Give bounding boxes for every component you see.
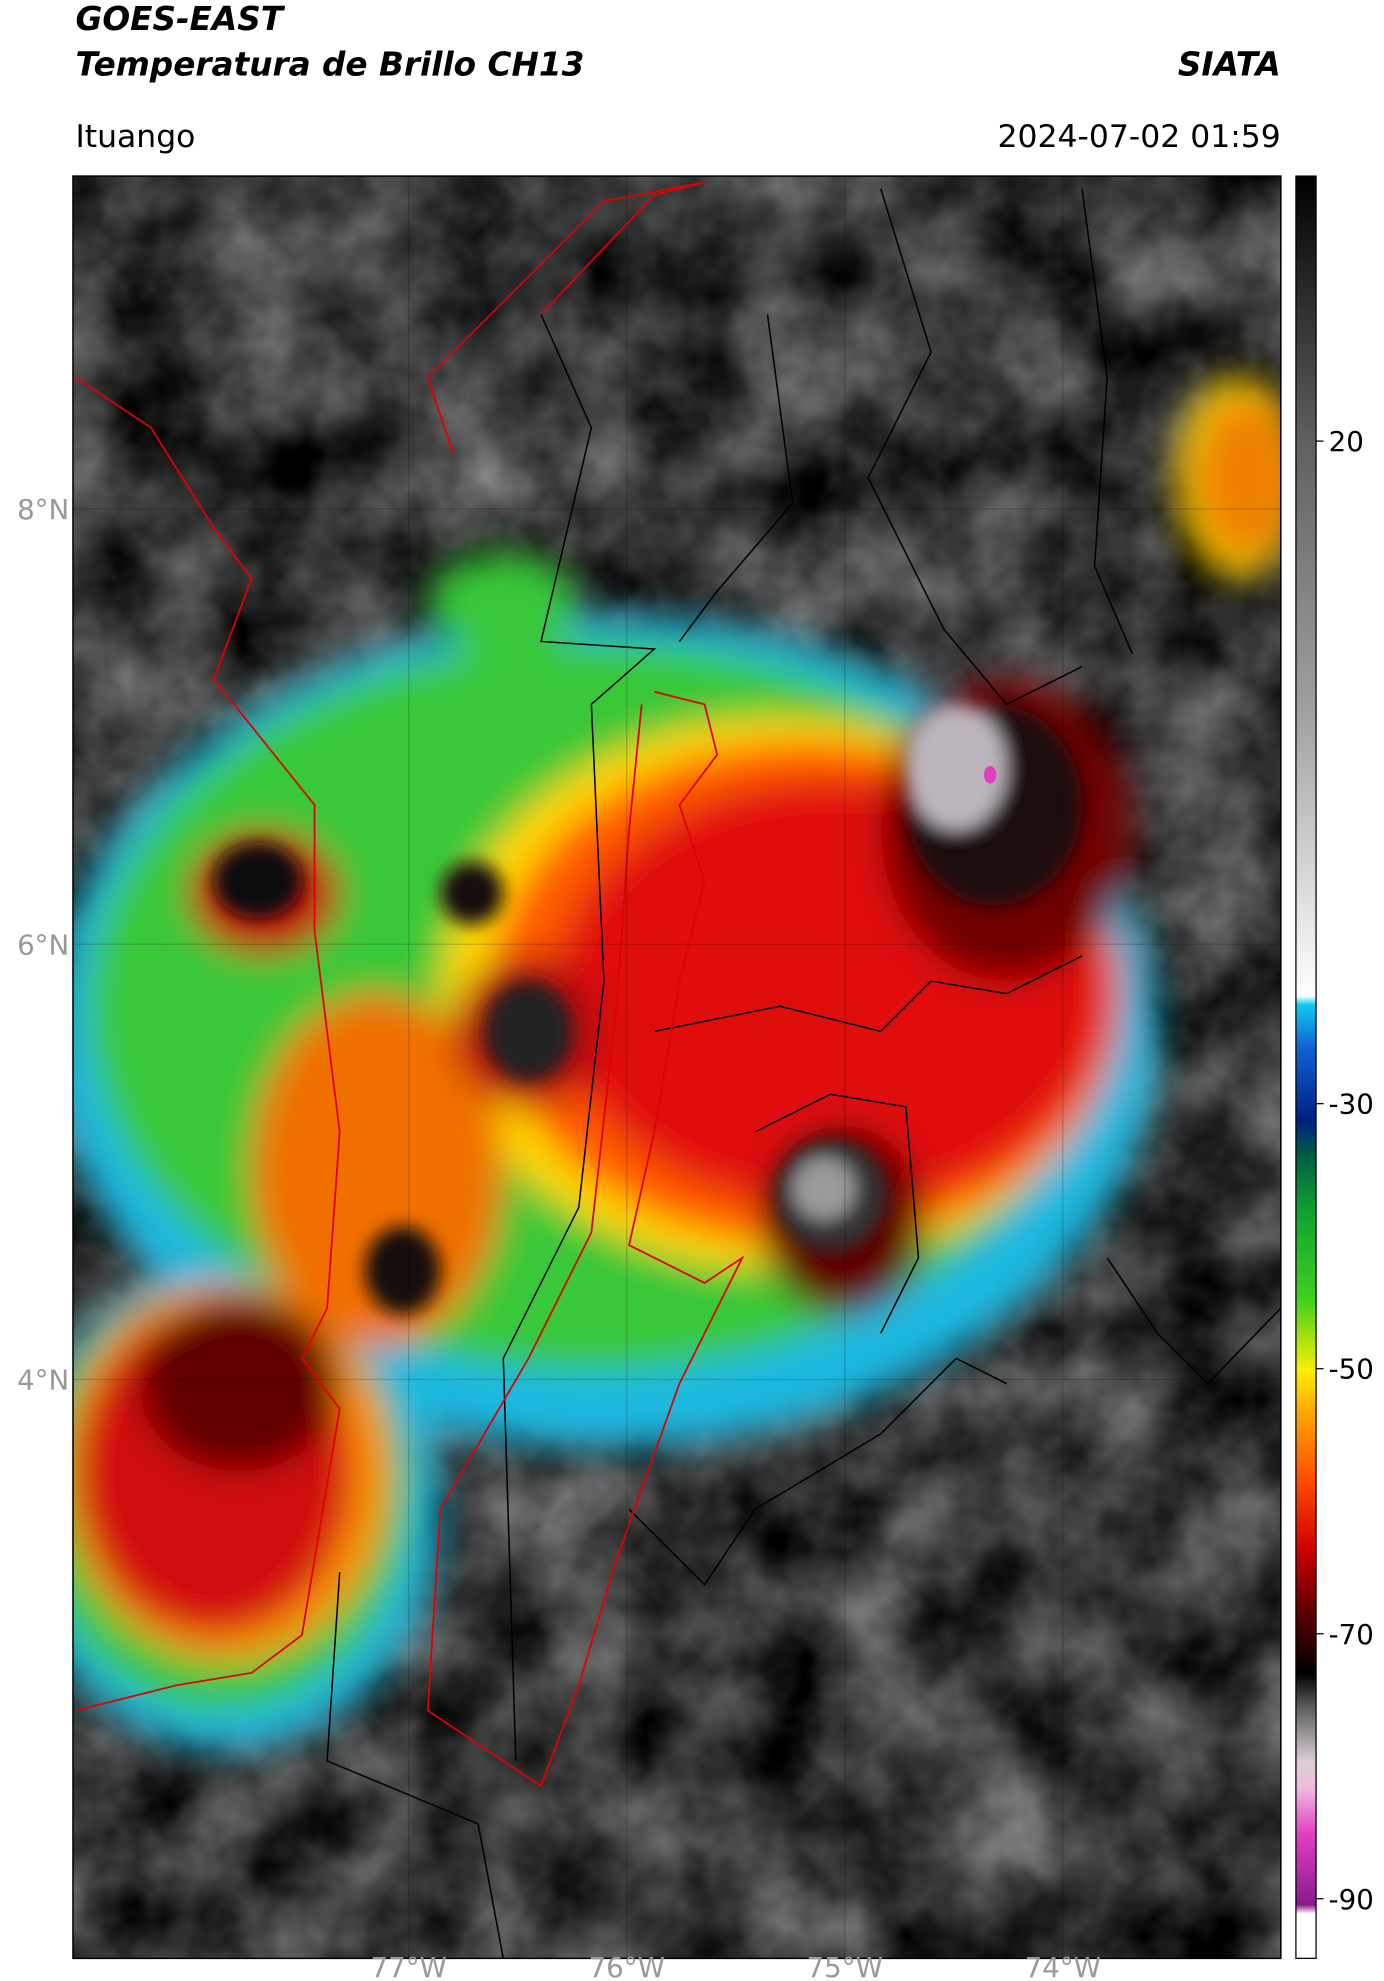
x-tick-label: 77°W	[371, 1951, 447, 1981]
subtitle: Temperatura de Brillo CH13	[75, 45, 584, 83]
colorbar-tick-label: 20	[1329, 425, 1364, 458]
x-tick-label: 74°W	[1025, 1951, 1101, 1981]
x-tick-label: 76°W	[589, 1951, 665, 1981]
title: GOES-EAST	[75, 0, 285, 38]
colorbar-ticks: 20 -30 -50 -70 -90	[1316, 425, 1374, 1916]
borders	[326, 188, 1281, 1959]
location: Ituango	[75, 119, 195, 155]
colorbar	[1295, 175, 1317, 1959]
y-tick-label: 8°N	[17, 493, 69, 526]
colorbar-tick-label: -30	[1329, 1088, 1374, 1121]
colorbar-tick-label: -70	[1329, 1618, 1374, 1651]
datetime: 2024-07-02 01:59	[997, 119, 1280, 155]
source: SIATA	[1178, 45, 1281, 83]
coldest-pixel	[983, 765, 997, 784]
graticule: 77°W 76°W 75°W 74°W 4°N 6°N 8°N	[17, 176, 1281, 1981]
cold-cores	[213, 704, 1083, 1315]
y-tick-label: 6°N	[17, 928, 69, 961]
x-tick-label: 75°W	[807, 1951, 883, 1981]
colorbar-tick-label: -50	[1329, 1353, 1374, 1386]
map-image	[72, 176, 1281, 1959]
map-frame	[72, 175, 1282, 1960]
y-tick-label: 4°N	[17, 1364, 69, 1397]
region-borders	[75, 181, 745, 1788]
colorbar-tick-label: -90	[1329, 1883, 1374, 1916]
